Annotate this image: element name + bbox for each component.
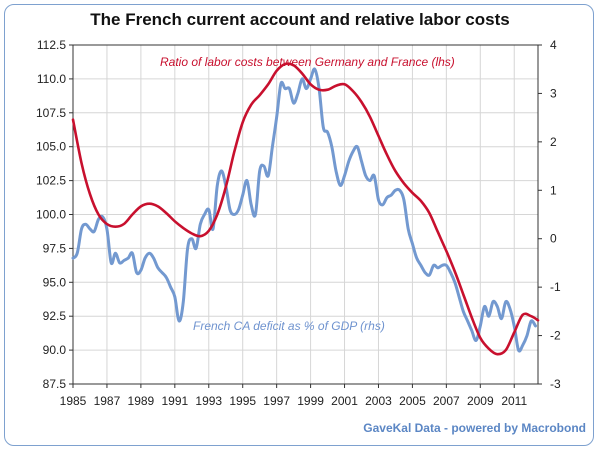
x-tick-label: 2001 <box>331 394 358 408</box>
right-tick-label: 2 <box>550 135 557 149</box>
right-tick-label: 1 <box>550 183 557 197</box>
left-tick-label: 110.0 <box>37 72 66 86</box>
left-tick-label: 105.0 <box>36 140 66 154</box>
series-layer <box>71 62 540 356</box>
x-tick-label: 1999 <box>297 394 324 408</box>
right-y-axis: -3 -2 -1 0 1 2 3 4 <box>538 38 561 391</box>
right-tick-label: 4 <box>550 38 557 52</box>
annotation-labor-costs: Ratio of labor costs between Germany and… <box>160 55 455 69</box>
left-tick-label: 97.5 <box>43 241 67 255</box>
series-line-labor-costs <box>71 62 540 356</box>
x-tick-label: 2009 <box>467 394 494 408</box>
source-credit: GaveKal Data - powered by Macrobond <box>363 421 586 435</box>
x-tick-label: 2003 <box>365 394 392 408</box>
chart-frame <box>4 4 594 446</box>
x-tick-label: 2011 <box>501 394 527 408</box>
left-tick-label: 87.5 <box>43 377 67 391</box>
right-tick-label: -3 <box>550 377 561 391</box>
left-tick-label: 95.0 <box>43 275 67 289</box>
x-tick-label: 2007 <box>433 394 460 408</box>
right-tick-label: 0 <box>550 232 557 246</box>
left-tick-label: 100.0 <box>36 208 66 222</box>
x-tick-label: 1991 <box>161 394 188 408</box>
left-tick-label: 102.5 <box>36 174 66 188</box>
x-tick-label: 2005 <box>399 394 426 408</box>
x-tick-label: 1989 <box>128 394 155 408</box>
left-y-axis: 87.5 90.0 92.5 95.0 97.5 100.0 102.5 105.0 107.5… <box>36 38 73 391</box>
left-tick-label: 90.0 <box>43 343 67 357</box>
x-tick-label: 1993 <box>195 394 222 408</box>
grid-lines <box>72 44 538 385</box>
x-axis: 1985 1987 1989 1991 1993 1995 1997 1999 2001 2003… <box>60 384 527 408</box>
x-tick-label: 1995 <box>229 394 256 408</box>
right-tick-label: -2 <box>550 329 561 343</box>
left-tick-label: 92.5 <box>43 309 67 323</box>
x-tick-label: 1997 <box>263 394 290 408</box>
series-line-ca-deficit <box>71 67 537 353</box>
left-tick-label: 112.5 <box>37 38 66 52</box>
left-tick-label: 107.5 <box>36 106 66 120</box>
chart-title: The French current account and relative … <box>90 10 510 29</box>
x-tick-label: 1987 <box>94 394 121 408</box>
x-tick-label: 1985 <box>60 394 87 408</box>
annotation-ca-deficit: French CA deficit as % of GDP (rhs) <box>193 319 385 333</box>
right-tick-label: -1 <box>550 280 561 294</box>
right-tick-label: 3 <box>550 86 557 100</box>
